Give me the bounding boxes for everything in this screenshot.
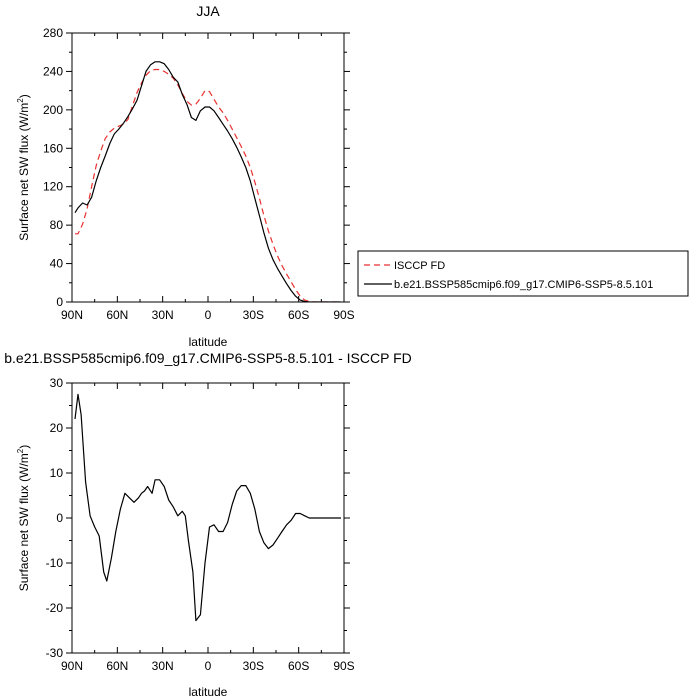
x-tick-label: 90N: [61, 659, 83, 673]
y-tick-label: 160: [43, 141, 63, 155]
y-axis-label: Surface net SW flux (W/m2): [16, 94, 31, 240]
y-axis-label: Surface net SW flux (W/m2): [16, 445, 31, 591]
x-tick-label: 60S: [288, 308, 309, 322]
y-axis-label-close: ): [17, 445, 31, 449]
series-line-0: [75, 68, 341, 302]
top-panel-jja: JJA 90N 60N 30N 0 30S 60S 90S 0 40 80 120 160 200 240 2…: [16, 3, 689, 349]
x-tick-label: 0: [205, 659, 212, 673]
x-tick-label: 0: [205, 308, 212, 322]
y-tick-label: 0: [56, 295, 63, 309]
x-tick-label: 90S: [333, 308, 354, 322]
bottom-panel-difference: b.e21.BSSP585cmip6.f09_g17.CMIP6-SSP5-8.…: [4, 350, 412, 699]
y-tick-label: -20: [46, 601, 64, 615]
y-tick-label: 240: [43, 64, 63, 78]
chart-legend: ISCCP FD b.e21.BSSP585cmip6.f09_g17.CMIP6…: [357, 250, 689, 297]
x-axis-label: latitude: [189, 685, 228, 699]
x-tick-label: 90N: [61, 308, 83, 322]
chart-title: b.e21.BSSP585cmip6.f09_g17.CMIP6-SSP5-8.…: [4, 350, 412, 366]
y-axis-label-close: ): [17, 94, 31, 98]
series-line-1: [74, 61, 341, 302]
x-tick-label: 60N: [106, 308, 128, 322]
y-tick-label: 200: [43, 103, 63, 117]
y-tick-label: -10: [46, 556, 64, 570]
y-axis-label-exponent: 2: [16, 448, 25, 453]
x-tick-label: 30N: [152, 659, 174, 673]
x-tick-label: 60S: [288, 659, 309, 673]
legend-label-1: b.e21.BSSP585cmip6.f09_g17.CMIP6-SSP5-8.…: [394, 279, 653, 291]
y-tick-label: 40: [50, 257, 64, 271]
y-tick-label: 280: [43, 26, 63, 40]
y-axis-label-main: Surface net SW flux (W/m: [17, 453, 31, 591]
x-tick-label: 30S: [243, 308, 264, 322]
plot-frame: [71, 382, 345, 654]
x-tick-label: 90S: [333, 659, 354, 673]
series-line-0: [74, 393, 341, 622]
legend-label-0: ISCCP FD: [394, 260, 445, 272]
y-tick-label: 10: [50, 466, 64, 480]
legend-box: [357, 250, 689, 297]
x-tick-label: 30N: [152, 308, 174, 322]
x-tick-label: 30S: [243, 659, 264, 673]
chart-title: JJA: [196, 3, 220, 19]
x-tick-label: 60N: [106, 659, 128, 673]
y-tick-label: 80: [50, 218, 64, 232]
y-axis-label-exponent: 2: [16, 98, 25, 103]
x-axis-label: latitude: [189, 335, 228, 349]
y-tick-label: 0: [56, 511, 63, 525]
y-axis-label-main: Surface net SW flux (W/m: [17, 103, 31, 241]
y-tick-label: 20: [50, 421, 64, 435]
y-tick-label: 30: [50, 376, 64, 390]
y-tick-label: -30: [46, 646, 64, 660]
plot-frame: [71, 32, 345, 303]
y-tick-label: 120: [43, 180, 63, 194]
